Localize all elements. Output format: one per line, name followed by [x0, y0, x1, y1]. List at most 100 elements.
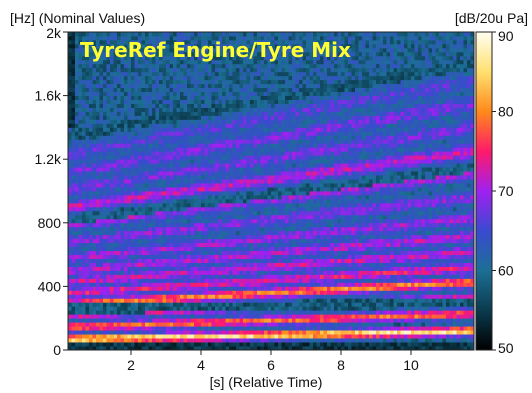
heatmap-cell: [82, 234, 86, 240]
heatmap-cell: [187, 143, 191, 148]
heatmap-cell: [194, 183, 198, 188]
heatmap-cell: [152, 32, 156, 37]
heatmap-cell: [138, 183, 142, 188]
heatmap-cell: [201, 123, 205, 128]
heatmap-cell: [166, 131, 170, 136]
heatmap-cell: [117, 194, 121, 200]
heatmap-cell: [243, 179, 247, 184]
heatmap-cell: [225, 262, 230, 267]
heatmap-cell: [145, 71, 149, 77]
heatmap-cell: [267, 242, 272, 248]
heatmap-cell: [166, 218, 170, 224]
heatmap-cell: [155, 202, 160, 208]
heatmap-cell: [197, 119, 202, 124]
heatmap-cell: [159, 210, 163, 216]
heatmap-cell: [281, 238, 286, 244]
heatmap-cell: [229, 159, 233, 164]
heatmap-cell: [183, 179, 188, 184]
heatmap-cell: [208, 32, 212, 37]
heatmap-cell: [218, 226, 223, 232]
heatmap-cell: [145, 167, 149, 172]
heatmap-cell: [124, 55, 128, 61]
heatmap-cell: [78, 155, 83, 160]
heatmap-cell: [183, 342, 188, 347]
heatmap-cell: [92, 87, 97, 93]
heatmap-cell: [208, 322, 212, 327]
heatmap-cell: [89, 338, 93, 343]
heatmap-cell: [155, 39, 160, 45]
heatmap-cell: [113, 87, 118, 93]
heatmap-cell: [239, 342, 244, 347]
heatmap-cell: [124, 159, 128, 164]
heatmap-cell: [267, 278, 272, 283]
heatmap-cell: [176, 187, 181, 192]
heatmap-cell: [190, 246, 195, 252]
heatmap-cell: [85, 135, 90, 140]
heatmap-cell: [131, 32, 135, 37]
heatmap-cell: [85, 111, 90, 116]
heatmap-cell: [152, 346, 156, 351]
heatmap-cell: [176, 318, 181, 323]
heatmap-cell: [222, 194, 226, 200]
heatmap-cell: [138, 127, 142, 132]
heatmap-cell: [211, 226, 216, 232]
heatmap-cell: [173, 198, 177, 204]
heatmap-cell: [75, 151, 79, 156]
heatmap-cell: [75, 55, 79, 61]
heatmap-cell: [194, 191, 198, 196]
heatmap-cell: [124, 310, 128, 315]
heatmap-cell: [159, 278, 163, 283]
heatmap-cell: [138, 262, 142, 267]
heatmap-cell: [155, 250, 160, 256]
heatmap-cell: [253, 250, 258, 256]
heatmap-cell: [113, 91, 118, 97]
heatmap-cell: [155, 334, 160, 339]
heatmap-cell: [194, 107, 198, 112]
heatmap-cell: [201, 202, 205, 208]
heatmap-cell: [208, 262, 212, 267]
heatmap-cell: [141, 35, 146, 41]
heatmap-cell: [89, 123, 93, 128]
heatmap-cell: [218, 214, 223, 220]
heatmap-cell: [225, 147, 230, 152]
heatmap-cell: [124, 51, 128, 57]
heatmap-cell: [264, 222, 268, 228]
heatmap-cell: [134, 254, 139, 259]
heatmap-cell: [145, 330, 149, 335]
heatmap-cell: [176, 171, 181, 176]
heatmap-cell: [99, 326, 104, 331]
heatmap-cell: [271, 111, 275, 116]
heatmap-cell: [155, 246, 160, 252]
heatmap-cell: [211, 326, 216, 331]
heatmap-cell: [190, 107, 195, 112]
heatmap-cell: [71, 206, 76, 212]
heatmap-cell: [281, 234, 286, 240]
heatmap-cell: [120, 294, 125, 299]
heatmap-cell: [194, 119, 198, 124]
heatmap-cell: [78, 214, 83, 220]
heatmap-cell: [166, 99, 170, 104]
heatmap-cell: [197, 262, 202, 267]
heatmap-cell: [197, 179, 202, 184]
heatmap-cell: [190, 330, 195, 335]
heatmap-cell: [92, 346, 97, 351]
heatmap-cell: [194, 83, 198, 89]
heatmap-cell: [236, 330, 240, 335]
heatmap-cell: [201, 242, 205, 248]
heatmap-cell: [82, 191, 86, 196]
heatmap-cell: [75, 246, 79, 252]
heatmap-cell: [211, 246, 216, 252]
heatmap-cell: [215, 266, 219, 271]
heatmap-cell: [176, 274, 181, 279]
heatmap-cell: [96, 262, 100, 267]
heatmap-cell: [176, 35, 181, 41]
heatmap-cell: [113, 119, 118, 124]
heatmap-cell: [169, 346, 174, 351]
heatmap-cell: [117, 234, 121, 240]
heatmap-cell: [257, 187, 261, 192]
heatmap-cell: [155, 179, 160, 184]
heatmap-cell: [124, 151, 128, 156]
heatmap-cell: [148, 318, 153, 323]
heatmap-cell: [281, 183, 286, 188]
heatmap-cell: [271, 202, 275, 208]
